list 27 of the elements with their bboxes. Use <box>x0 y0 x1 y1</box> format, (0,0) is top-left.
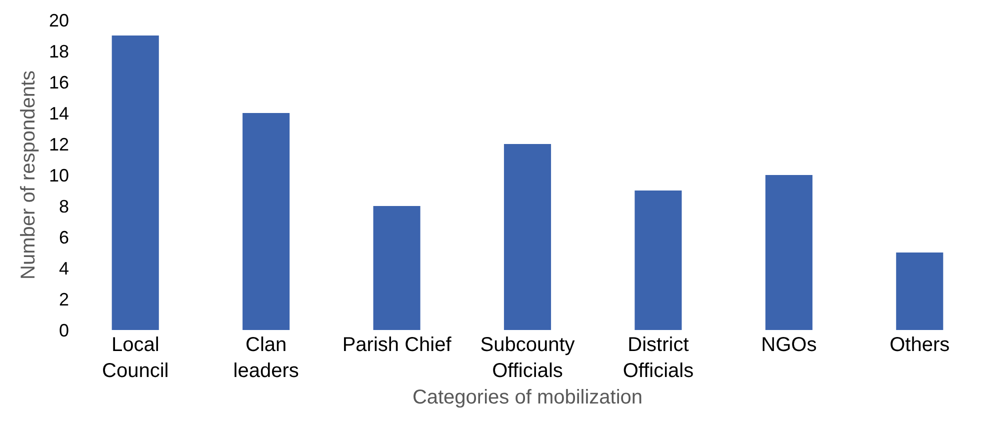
bar <box>373 206 420 330</box>
bar <box>242 113 290 330</box>
y-tick-label: 18 <box>48 41 69 62</box>
bar <box>765 175 812 330</box>
x-tick-label: District Officials <box>622 334 694 382</box>
y-tick-label: 12 <box>48 134 69 154</box>
x-tick-label: Parish Chief <box>342 334 452 356</box>
y-tick-label: 20 <box>48 10 69 30</box>
y-tick-label: 10 <box>48 165 69 186</box>
y-tick-label: 8 <box>58 196 69 216</box>
y-axis-title: Number of respondents <box>17 70 40 280</box>
x-tick-label: Subcounty Officials <box>480 334 575 382</box>
y-tick-label: 14 <box>48 103 69 124</box>
x-tick-label: NGOs <box>761 334 817 356</box>
bar <box>504 144 552 330</box>
y-tick-label: 2 <box>58 289 69 310</box>
bar <box>634 190 682 330</box>
x-tick-label: Others <box>890 334 950 356</box>
y-tick-label: 4 <box>58 258 69 278</box>
bar <box>112 36 159 330</box>
y-tick-label: 0 <box>58 320 69 340</box>
x-tick-label: Local Council <box>102 334 169 382</box>
bar <box>896 252 944 330</box>
y-tick-label: 16 <box>48 72 69 92</box>
x-axis-title: Categories of mobilization <box>412 386 643 408</box>
y-tick-label: 6 <box>58 227 69 248</box>
x-tick-label: Clan leaders <box>233 334 299 382</box>
